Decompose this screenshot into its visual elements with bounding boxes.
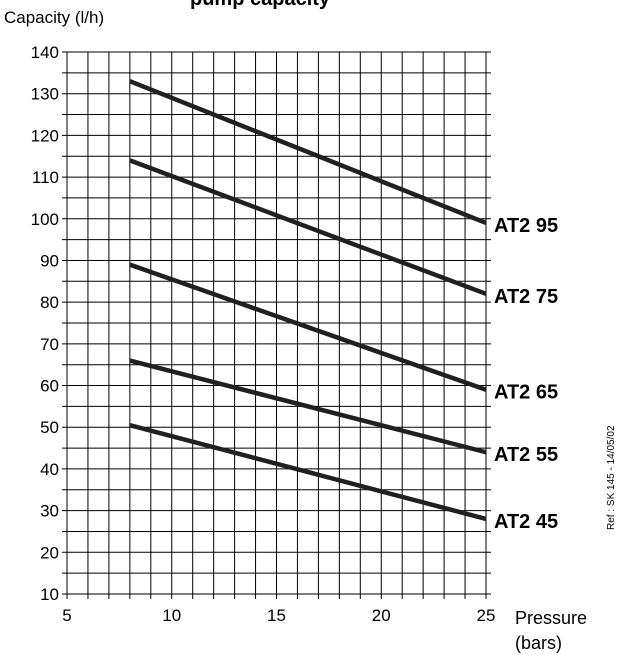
- series-label: AT2 75: [494, 286, 558, 308]
- y-tick-label: 60: [40, 377, 59, 396]
- y-tick-label: 120: [31, 126, 59, 145]
- series-lines: AT2 95 AT2 75 AT2 65 AT2 55 AT2 45: [129, 79, 577, 533]
- y-tick-label: 100: [31, 210, 59, 229]
- series-line: [129, 262, 487, 392]
- x-axis-label: Pressure: [515, 608, 588, 628]
- chart-title: pump capacity: [190, 0, 330, 11]
- series-line: [129, 358, 487, 455]
- series-label: AT2 65: [494, 382, 558, 404]
- y-tick-label: 10: [40, 585, 59, 604]
- y-tick-label: 20: [40, 543, 59, 562]
- y-tick-label: 80: [40, 293, 59, 312]
- series-label-background: [491, 507, 577, 532]
- y-tick-label: 130: [31, 85, 59, 104]
- series-label-background: [491, 441, 577, 466]
- series-line: [129, 158, 487, 296]
- y-axis-label: Capacity (l/h): [4, 8, 105, 27]
- y-tick-label: 40: [40, 460, 59, 479]
- series-label: AT2 95: [494, 215, 558, 237]
- series-line: [129, 422, 487, 522]
- x-tick-label: 15: [267, 606, 286, 625]
- series-label: AT2 55: [494, 444, 558, 466]
- y-tick-label: 140: [31, 43, 59, 62]
- y-tick-label: 30: [40, 502, 59, 521]
- y-tick-label: 70: [40, 335, 59, 354]
- x-tick-label: 10: [162, 606, 181, 625]
- y-tick-label: 50: [40, 418, 59, 437]
- series-label-background: [491, 211, 577, 236]
- y-tick-label: 110: [32, 168, 59, 187]
- series-label-background: [491, 282, 577, 307]
- x-tick-label: 20: [372, 606, 391, 625]
- y-tick-label: 90: [40, 251, 59, 270]
- grid: [62, 51, 491, 599]
- x-tick-label: 25: [477, 606, 496, 625]
- series-line: [129, 79, 487, 226]
- x-axis-unit-label: (bars): [515, 633, 563, 653]
- series-label: AT2 45: [494, 511, 558, 533]
- series-label-background: [491, 378, 577, 403]
- x-tick-label: 5: [62, 606, 71, 625]
